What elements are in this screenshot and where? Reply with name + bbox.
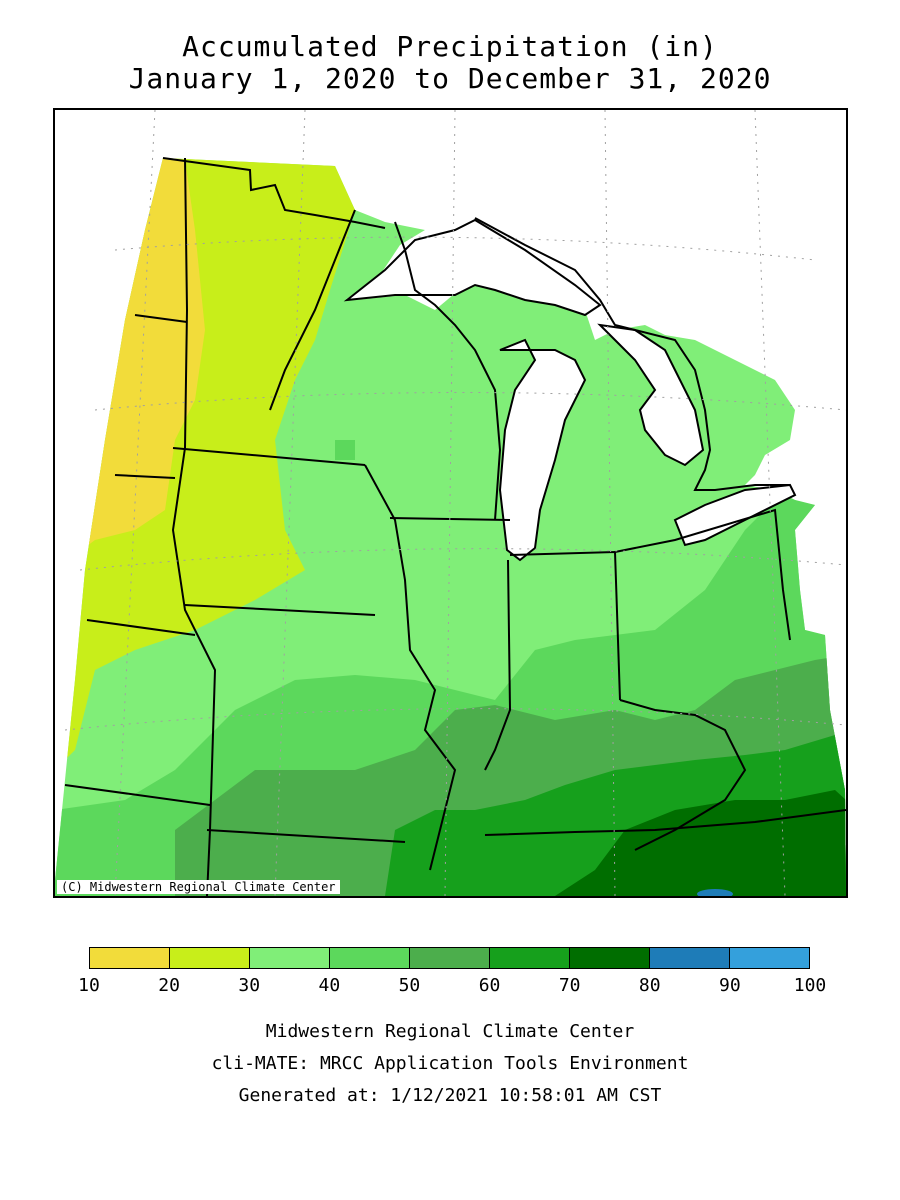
legend-tick-50: 50	[398, 975, 421, 996]
legend-tick-30: 30	[238, 975, 261, 996]
state-borders	[64, 157, 846, 896]
precipitation-map: (C) Midwestern Regional Climate Center	[53, 108, 848, 898]
legend-swatch-90-100	[730, 948, 809, 968]
legend-tick-labels: 10 20 30 40 50 60 70 80 90 100	[0, 975, 900, 999]
footer-generated: Generated at: 1/12/2021 10:58:01 AM CST	[238, 1085, 662, 1106]
legend-swatch-10-20	[90, 948, 170, 968]
legend-tick-70: 70	[558, 975, 581, 996]
legend-tick-20: 20	[158, 975, 180, 996]
map-title: Accumulated Precipitation (in)	[182, 30, 718, 63]
legend-swatch-50-60	[410, 948, 490, 968]
legend-swatch-60-70	[490, 948, 570, 968]
legend-tick-60: 60	[478, 975, 501, 996]
graticule	[64, 110, 846, 896]
legend-swatch-40-50	[330, 948, 410, 968]
legend-tick-100: 100	[793, 975, 827, 996]
footer-tool: cli-MATE: MRCC Application Tools Environ…	[211, 1053, 689, 1074]
legend-swatch-70-80	[570, 948, 650, 968]
legend-swatch-30-40	[250, 948, 330, 968]
legend-tick-10: 10	[78, 975, 100, 996]
footer-org: Midwestern Regional Climate Center	[265, 1021, 635, 1042]
legend-swatch-80-90	[650, 948, 730, 968]
color-legend	[89, 947, 810, 969]
map-date-range: January 1, 2020 to December 31, 2020	[128, 62, 772, 95]
legend-tick-80: 80	[638, 975, 661, 996]
map-canvas	[55, 110, 846, 896]
canada-border	[162, 157, 790, 491]
legend-tick-40: 40	[318, 975, 341, 996]
legend-swatch-20-30	[170, 948, 250, 968]
copyright-label: (C) Midwestern Regional Climate Center	[57, 880, 340, 894]
legend-tick-90: 90	[719, 975, 741, 996]
